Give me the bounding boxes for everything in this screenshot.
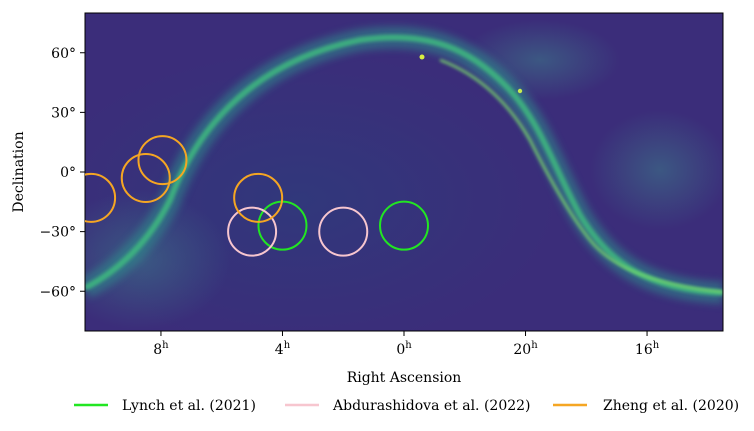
y-tick-label: −60° xyxy=(39,284,76,300)
x-tick-unit: h xyxy=(162,340,169,351)
x-tick-label: 20h xyxy=(513,340,538,358)
legend-label-abdurashidova: Abdurashidova et al. (2022) xyxy=(332,398,531,414)
legend-item-lynch: Lynch et al. (2021) xyxy=(74,398,256,414)
y-tick-label: 0° xyxy=(60,165,76,181)
legend-label-zheng: Zheng et al. (2020) xyxy=(603,398,739,414)
sky-background xyxy=(85,13,723,331)
x-tick-unit: h xyxy=(284,340,291,351)
x-tick-value: 8 xyxy=(153,342,162,358)
field-circle-zheng xyxy=(233,172,284,223)
x-axis-label: Right Ascension xyxy=(347,370,462,386)
legend-label-lynch: Lynch et al. (2021) xyxy=(122,398,256,414)
legend-item-abdurashidova: Abdurashidova et al. (2022) xyxy=(285,398,531,414)
x-tick-label: 0h xyxy=(396,340,412,358)
x-tick-unit: h xyxy=(653,340,660,351)
x-tick-label: 8h xyxy=(153,340,169,358)
field-circles xyxy=(85,135,429,257)
x-tick-value: 4 xyxy=(275,342,284,358)
x-tick-value: 16 xyxy=(635,342,653,358)
field-circle-abdurashidova xyxy=(227,206,278,257)
field-circle-zheng xyxy=(85,172,117,223)
legend-item-zheng: Zheng et al. (2020) xyxy=(553,398,739,414)
y-tick-label: −30° xyxy=(39,225,76,241)
field-circle-abdurashidova xyxy=(318,206,369,257)
field-circle-zheng xyxy=(137,135,188,186)
y-tick-label: 30° xyxy=(51,105,76,121)
legend: Lynch et al. (2021) Abdurashidova et al.… xyxy=(74,398,739,414)
field-circle-zheng xyxy=(120,152,171,203)
x-tick-unit: h xyxy=(531,340,538,351)
y-tick-label: 60° xyxy=(51,46,76,62)
x-tick-label: 4h xyxy=(275,340,291,358)
y-axis-label: Declination xyxy=(11,131,27,212)
x-tick-value: 0 xyxy=(396,342,405,358)
y-axis-ticks: 60° 30° 0° −30° −60° xyxy=(39,46,85,300)
x-tick-unit: h xyxy=(405,340,412,351)
field-circle-lynch xyxy=(379,200,429,251)
x-tick-label: 16h xyxy=(635,340,660,358)
x-tick-value: 20 xyxy=(513,342,531,358)
x-axis-ticks: 8h 4h 0h 20h 16h xyxy=(153,331,660,358)
